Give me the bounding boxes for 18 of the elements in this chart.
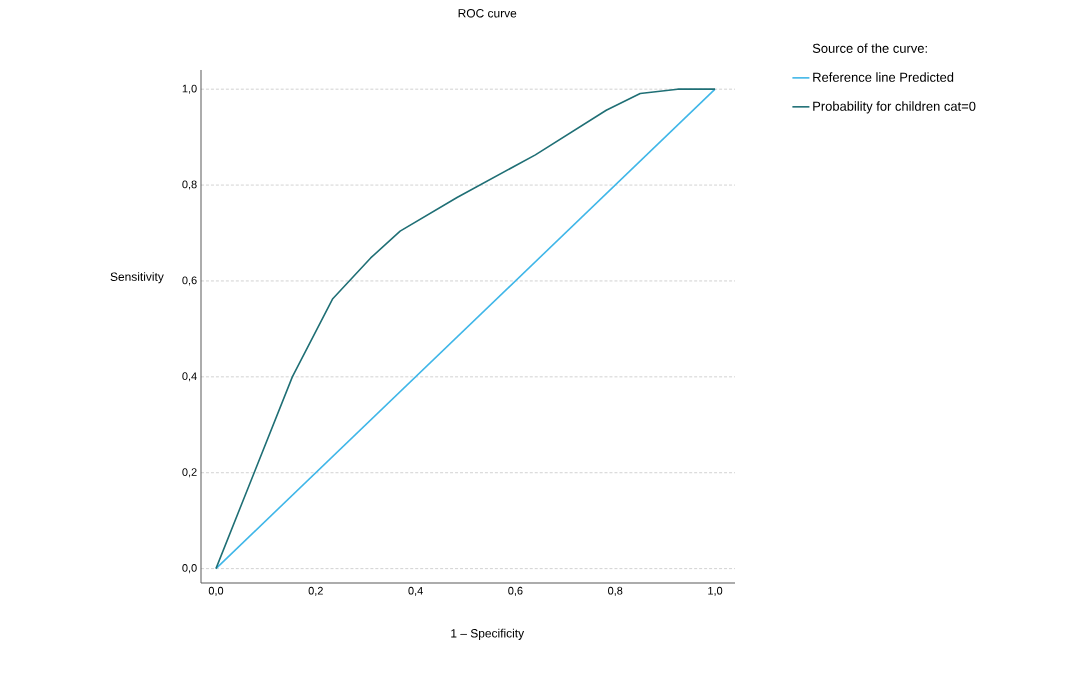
y-tick-label: 1,0: [182, 84, 197, 94]
y-axis-title: Sensitivity: [110, 272, 164, 284]
legend-title: Source of the curve:: [812, 43, 927, 53]
x-tick-label: 0,6: [508, 586, 523, 596]
x-tick-label: 0,8: [608, 586, 623, 596]
y-tick-label: 0,2: [182, 468, 197, 478]
y-tick-label: 0,6: [182, 276, 197, 286]
x-axis-title: 1 – Specificity: [451, 628, 525, 640]
y-tick-label: 0,0: [182, 564, 197, 574]
y-tick-label: 0,8: [182, 180, 197, 190]
x-tick-label: 0,2: [308, 586, 323, 596]
chart-title: ROC curve: [458, 9, 517, 18]
x-tick-label: 1,0: [708, 586, 723, 596]
y-tick-label: 0,4: [182, 372, 197, 382]
legend-label: Reference line Predicted: [813, 72, 954, 82]
x-tick-label: 0,4: [408, 586, 423, 596]
x-tick-label: 0,0: [208, 586, 224, 596]
legend-label: Probability for children cat=0: [813, 101, 976, 114]
